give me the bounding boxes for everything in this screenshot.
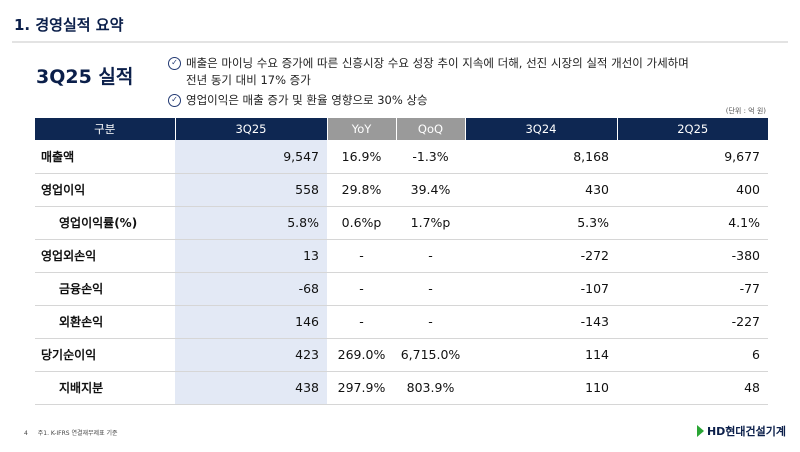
company-logo: HD현대건설기계 [696, 423, 786, 439]
header-cell: 구분 [35, 118, 175, 140]
table-cell: 297.9% [327, 371, 396, 405]
table-cell: - [327, 239, 396, 273]
table-cell: 6,715.0% [396, 338, 465, 372]
bullet-text: 매출은 마이닝 수요 증가에 따른 신흥시장 수요 성장 추이 지속에 더해, … [186, 56, 689, 70]
bullet-2: ✓ 영업이익은 매출 증가 및 환율 영향으로 30% 상승 [168, 92, 428, 109]
table-cell: 0.6%p [327, 206, 396, 240]
table-cell: 5.3% [465, 206, 617, 240]
page-number: 4 [24, 430, 28, 437]
table-cell: - [396, 272, 465, 306]
row-label: 매출액 [35, 140, 175, 174]
table-cell: -143 [465, 305, 617, 339]
table-cell: 29.8% [327, 173, 396, 207]
table-cell: 438 [175, 371, 327, 405]
table-cell: 430 [465, 173, 617, 207]
table-cell: 114 [465, 338, 617, 372]
table-cell: 400 [617, 173, 768, 207]
unit-label: (단위 : 억 원) [725, 107, 766, 115]
row-label: 당기순이익 [35, 338, 175, 372]
table-cell: 6 [617, 338, 768, 372]
check-circle-icon: ✓ [168, 57, 181, 70]
table-cell: 9,677 [617, 140, 768, 174]
table-cell: 9,547 [175, 140, 327, 174]
table-cell: 1.7%p [396, 206, 465, 240]
table-row: 매출액 9,547 16.9% -1.3% 8,168 9,677 [35, 140, 768, 174]
logo-text: HD현대건설기계 [706, 425, 786, 438]
divider [12, 41, 788, 43]
table-cell: 803.9% [396, 371, 465, 405]
row-label: 외환손익 [35, 305, 175, 339]
table-cell: 558 [175, 173, 327, 207]
table-cell: -68 [175, 272, 327, 306]
logo-arrow-icon [696, 425, 704, 437]
footer: 4 주1. K-IFRS 연결재무제표 기준 [24, 428, 126, 437]
table-cell: - [396, 239, 465, 273]
table-cell: 4.1% [617, 206, 768, 240]
table-cell: -77 [617, 272, 768, 306]
row-label: 영업이익 [35, 173, 175, 207]
table-row: 영업외손익 13- - -272 -380 [35, 239, 768, 273]
table-cell: 48 [617, 371, 768, 405]
table-cell: 16.9% [327, 140, 396, 174]
table-row: 외환손익 146- - -143 -227 [35, 305, 768, 339]
row-label: 금융손익 [35, 272, 175, 306]
table-cell: -227 [617, 305, 768, 339]
header-cell: 3Q25 [174, 118, 327, 140]
table-cell: - [327, 272, 396, 306]
table-header: 구분 3Q25 YoY QoQ 3Q24 2Q25 [35, 118, 768, 140]
table-cell: 110 [465, 371, 617, 405]
table-cell: 13 [175, 239, 327, 273]
headline: 3Q25 실적 [36, 66, 134, 88]
table-row: 영업이익 558 29.8% 39.4% 430 400 [35, 173, 768, 207]
bullet-text: 전년 동기 대비 17% 증가 [186, 73, 311, 87]
row-label: 영업외손익 [35, 239, 175, 273]
table-row: 당기순이익 423 269.0% 6,715.0% 114 6 [35, 338, 768, 372]
table-row: 영업이익률(%) 5.8% 0.6%p 1.7%p 5.3% 4.1% [35, 206, 768, 240]
table-cell: -272 [465, 239, 617, 273]
table-cell: 39.4% [396, 173, 465, 207]
bullet-text: 영업이익은 매출 증가 및 환율 영향으로 30% 상승 [186, 93, 428, 107]
table-cell: - [327, 305, 396, 339]
table-cell: - [396, 305, 465, 339]
header-cell: QoQ [395, 118, 465, 140]
table-cell: 269.0% [327, 338, 396, 372]
results-table: 구분 3Q25 YoY QoQ 3Q24 2Q25 매출액 9,547 16.9% -… [35, 118, 768, 405]
table-row: 금융손익 -68- - -107 -77 [35, 272, 768, 306]
table-cell: -1.3% [396, 140, 465, 174]
table-cell: 146 [175, 305, 327, 339]
footnote: 주1. K-IFRS 연결재무제표 기준 [37, 430, 118, 437]
table-cell: -380 [617, 239, 768, 273]
table-cell: 8,168 [465, 140, 617, 174]
header-cell: 2Q25 [616, 118, 768, 140]
table-cell: 423 [175, 338, 327, 372]
row-label: 지배지분 [35, 371, 175, 405]
check-circle-icon: ✓ [168, 94, 181, 107]
header-cell: 3Q24 [464, 118, 617, 140]
table-cell: -107 [465, 272, 617, 306]
table-row: 지배지분 438 297.9% 803.9% 110 48 [35, 371, 768, 405]
section-title: 1. 경영실적 요약 [14, 16, 124, 34]
table-cell: 5.8% [175, 206, 327, 240]
row-label: 영업이익률(%) [35, 206, 175, 240]
bullet-1: ✓ 매출은 마이닝 수요 증가에 따른 신흥시장 수요 성장 추이 지속에 더해… [168, 55, 689, 89]
header-cell: YoY [326, 118, 396, 140]
